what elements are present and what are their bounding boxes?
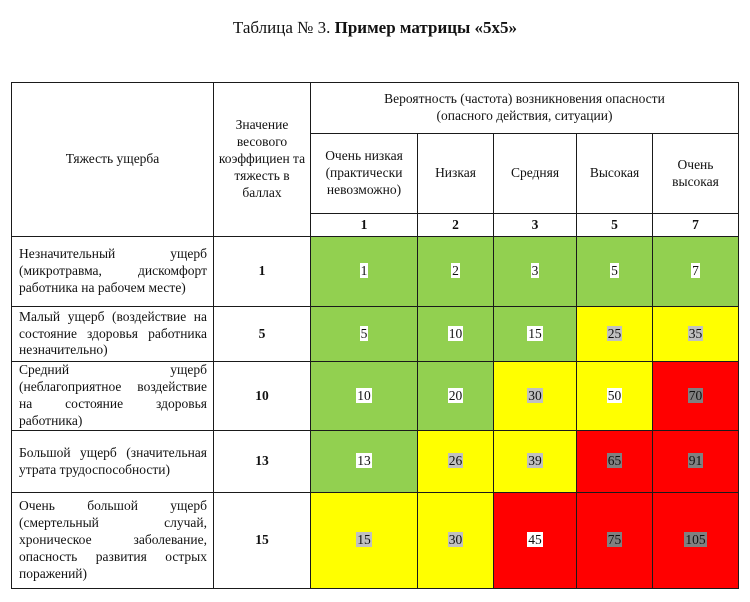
- risk-cell: 3: [493, 236, 577, 307]
- risk-value: 5: [610, 263, 619, 279]
- table-row: Очень большой ущерб (смертельный случай,…: [11, 492, 739, 589]
- header-level-very-low: Очень низкая (практически невозможно): [310, 133, 418, 214]
- table-row: Малый ущерб (воздействие на состояние зд…: [11, 306, 739, 362]
- severity-description: Малый ущерб (воздействие на состояние зд…: [11, 306, 214, 362]
- risk-value: 50: [606, 387, 623, 403]
- header-level-value: 7: [652, 213, 739, 237]
- risk-value: 26: [447, 453, 464, 469]
- risk-value: 20: [447, 387, 464, 403]
- risk-cell: 30: [417, 492, 494, 589]
- header-severity: Тяжесть ущерба: [11, 82, 214, 237]
- risk-value: 1: [359, 263, 369, 279]
- risk-value: 65: [606, 453, 623, 469]
- header-probability: Вероятность (частота) возникновения опас…: [310, 82, 739, 134]
- risk-cell: 10: [417, 306, 494, 362]
- risk-cell: 20: [417, 361, 494, 431]
- risk-value: 10: [356, 387, 372, 403]
- header-coefficient: Значение весового коэффициен та тяжесть …: [213, 82, 311, 237]
- risk-matrix-table: Тяжесть ущерба Значение весового коэффиц…: [11, 82, 739, 589]
- risk-value: 39: [527, 453, 543, 469]
- caption-number: Таблица № 3.: [232, 18, 335, 37]
- severity-coefficient: 10: [213, 361, 311, 431]
- risk-value: 15: [356, 532, 372, 548]
- header-level-medium: Средняя: [493, 133, 577, 214]
- risk-cell: 13: [310, 430, 418, 493]
- risk-cell: 50: [576, 361, 653, 431]
- table-row: Незначительный ущерб (микротравма, диско…: [11, 236, 739, 307]
- severity-coefficient: 1: [213, 236, 311, 307]
- table-caption: Таблица № 3. Пример матрицы «5х5»: [0, 18, 750, 38]
- caption-title: Пример матрицы «5х5»: [334, 18, 518, 37]
- header-level-value: 2: [417, 213, 494, 237]
- risk-value: 30: [447, 532, 464, 548]
- severity-coefficient: 15: [213, 492, 311, 589]
- risk-cell: 91: [652, 430, 739, 493]
- risk-cell: 2: [417, 236, 494, 307]
- risk-cell: 75: [576, 492, 653, 589]
- header-probability-line1: Вероятность (частота) возникновения опас…: [384, 91, 665, 107]
- severity-description: Большой ущерб (значительная утрата трудо…: [11, 430, 214, 493]
- severity-description: Незначительный ущерб (микротравма, диско…: [11, 236, 214, 307]
- risk-value: 3: [530, 263, 540, 279]
- table-row: Большой ущерб (значительная утрата трудо…: [11, 430, 739, 493]
- risk-cell: 45: [493, 492, 577, 589]
- header-level-high: Высокая: [576, 133, 653, 214]
- header-level-value: 1: [310, 213, 418, 237]
- risk-cell: 65: [576, 430, 653, 493]
- risk-value: 2: [451, 263, 460, 279]
- risk-value: 7: [691, 263, 700, 279]
- header-level-value: 3: [493, 213, 577, 237]
- risk-value: 70: [687, 387, 704, 403]
- risk-cell: 1: [310, 236, 418, 307]
- risk-cell: 70: [652, 361, 739, 431]
- table-row: Средний ущерб (неблагоприятное воздейств…: [11, 361, 739, 431]
- risk-value: 91: [687, 453, 704, 469]
- header-level-value: 5: [576, 213, 653, 237]
- header-level-very-high: Очень высокая: [652, 133, 739, 214]
- risk-value: 15: [527, 325, 543, 341]
- severity-description: Очень большой ущерб (смертельный случай,…: [11, 492, 214, 589]
- risk-value: 45: [527, 532, 543, 548]
- risk-value: 25: [606, 325, 623, 341]
- header-probability-line2: (опасного действия, ситуации): [436, 108, 613, 123]
- severity-coefficient: 5: [213, 306, 311, 362]
- risk-value: 35: [687, 325, 704, 341]
- risk-value: 105: [684, 532, 707, 548]
- risk-cell: 30: [493, 361, 577, 431]
- risk-cell: 7: [652, 236, 739, 307]
- risk-cell: 35: [652, 306, 739, 362]
- risk-cell: 10: [310, 361, 418, 431]
- risk-cell: 25: [576, 306, 653, 362]
- severity-description: Средний ущерб (неблагоприятное воздейств…: [11, 361, 214, 431]
- risk-cell: 15: [493, 306, 577, 362]
- risk-cell: 105: [652, 492, 739, 589]
- risk-cell: 26: [417, 430, 494, 493]
- risk-cell: 5: [310, 306, 418, 362]
- risk-value: 10: [447, 325, 464, 341]
- risk-cell: 15: [310, 492, 418, 589]
- risk-cell: 39: [493, 430, 577, 493]
- risk-cell: 5: [576, 236, 653, 307]
- header-level-low: Низкая: [417, 133, 494, 214]
- risk-value: 30: [527, 387, 543, 403]
- risk-value: 75: [606, 532, 623, 548]
- severity-coefficient: 13: [213, 430, 311, 493]
- risk-value: 13: [356, 453, 372, 469]
- risk-value: 5: [359, 325, 369, 341]
